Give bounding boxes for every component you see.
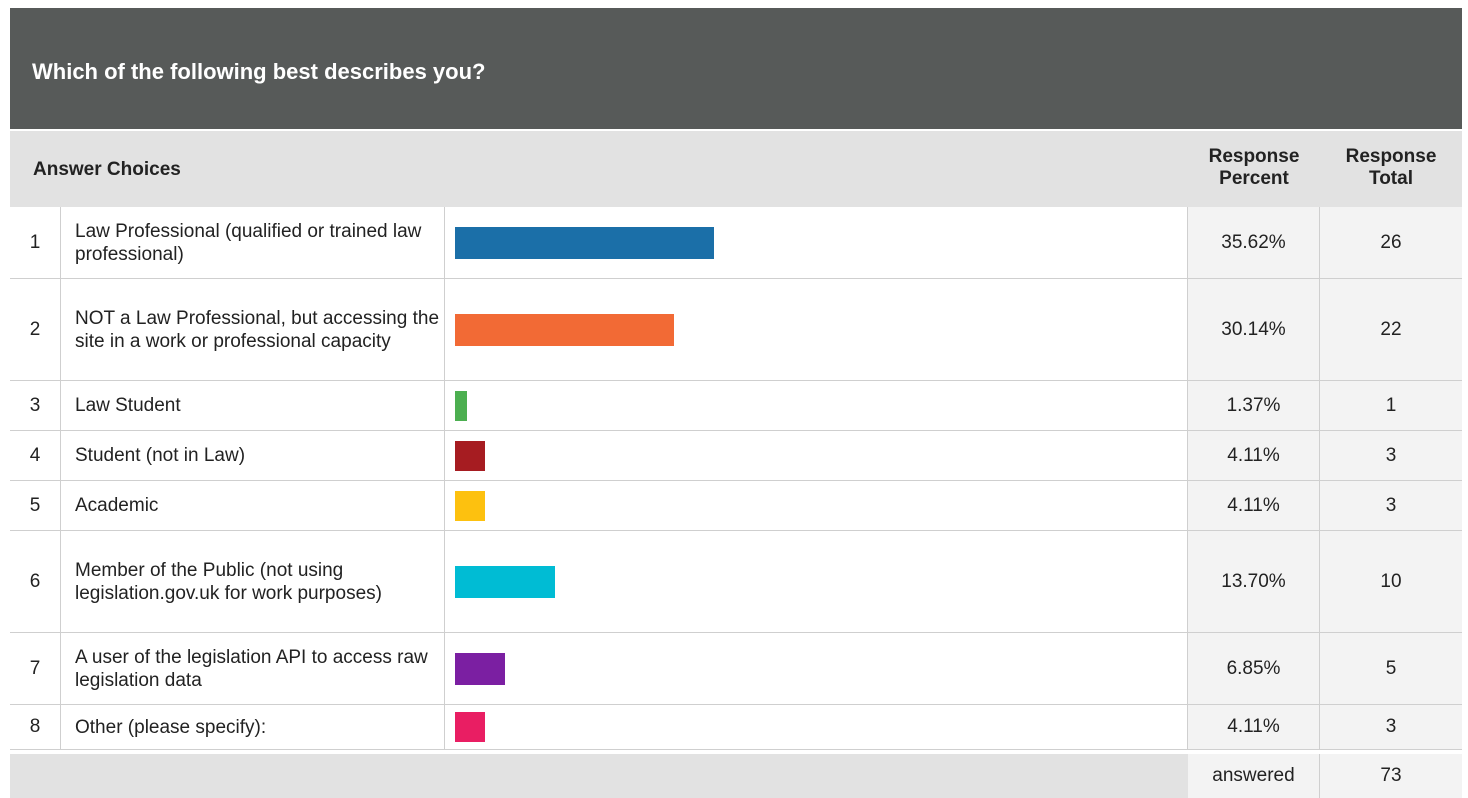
- answer-label-text: A user of the legislation API to access …: [75, 646, 428, 691]
- answer-label: Student (not in Law): [61, 431, 445, 480]
- response-bar: [455, 490, 485, 521]
- survey-results-table: Which of the following best describes yo…: [10, 8, 1462, 798]
- answer-label: Law Student: [61, 381, 445, 430]
- response-percent: 4.11%: [1188, 481, 1320, 530]
- answer-row: 4 Student (not in Law) 4.11% 3: [10, 431, 1462, 481]
- answer-label: NOT a Law Professional, but accessing th…: [61, 279, 445, 380]
- answer-label-text: Member of the Public (not using legislat…: [75, 559, 382, 604]
- response-percent: 4.11%: [1188, 705, 1320, 749]
- response-total: 26: [1320, 207, 1462, 278]
- answer-row: 1 Law Professional (qualified or trained …: [10, 207, 1462, 279]
- answer-label-text: Other (please specify):: [75, 716, 267, 738]
- bar-cell: [445, 531, 1188, 632]
- bar-cell: [445, 279, 1188, 380]
- response-bar: [455, 313, 675, 346]
- response-bar: [455, 226, 714, 259]
- answered-footer-row: answered 73: [10, 754, 1462, 798]
- response-percent-header-line2: Percent: [1219, 168, 1289, 189]
- bar-cell: [445, 481, 1188, 530]
- answer-label-text: Law Student: [75, 395, 181, 416]
- response-percent: 6.85%: [1188, 633, 1320, 704]
- row-number: 7: [10, 633, 61, 704]
- row-number: 2: [10, 279, 61, 380]
- response-total: 3: [1320, 431, 1462, 480]
- answer-row: 6 Member of the Public (not using legisla…: [10, 531, 1462, 633]
- row-number: 1: [10, 207, 61, 278]
- answer-row: 5 Academic 4.11% 3: [10, 481, 1462, 531]
- response-percent-header-line1: Response: [1208, 146, 1300, 167]
- answer-row: 3 Law Student 1.37% 1: [10, 381, 1462, 431]
- response-total: 5: [1320, 633, 1462, 704]
- answer-label: A user of the legislation API to access …: [61, 633, 445, 704]
- response-bar: [455, 565, 555, 598]
- answer-label: Other (please specify):: [61, 705, 445, 749]
- response-percent-header: Response Percent: [1188, 146, 1320, 190]
- response-percent: 1.37%: [1188, 381, 1320, 430]
- row-number: 5: [10, 481, 61, 530]
- answer-label-text: NOT a Law Professional, but accessing th…: [75, 307, 440, 352]
- bar-cell: [445, 431, 1188, 480]
- response-bar: [455, 652, 505, 685]
- answer-row: 8 Other (please specify): 4.11% 3: [10, 705, 1462, 750]
- response-percent: 35.62%: [1188, 207, 1320, 278]
- column-header-row: Answer Choices Response Percent Response…: [10, 131, 1462, 207]
- response-bar: [455, 440, 485, 471]
- row-number: 3: [10, 381, 61, 430]
- response-total: 22: [1320, 279, 1462, 380]
- answer-label: Member of the Public (not using legislat…: [61, 531, 445, 632]
- row-number: 4: [10, 431, 61, 480]
- question-header: Which of the following best describes yo…: [10, 8, 1462, 129]
- answer-label: Law Professional (qualified or trained l…: [61, 207, 445, 278]
- answered-count: 73: [1320, 754, 1462, 798]
- response-total-header: Response Total: [1320, 146, 1462, 190]
- response-total: 3: [1320, 705, 1462, 749]
- response-total: 10: [1320, 531, 1462, 632]
- answer-label-text: Law Professional (qualified or trained l…: [75, 220, 422, 265]
- response-total: 1: [1320, 381, 1462, 430]
- response-bar: [455, 390, 467, 421]
- row-number: 6: [10, 531, 61, 632]
- response-total: 3: [1320, 481, 1462, 530]
- response-total-header-line2: Total: [1369, 168, 1413, 189]
- response-percent: 30.14%: [1188, 279, 1320, 380]
- question-title: Which of the following best describes yo…: [32, 59, 486, 84]
- answer-label-text: Academic: [75, 495, 159, 516]
- answer-row: 2 NOT a Law Professional, but accessing t…: [10, 279, 1462, 381]
- row-number: 8: [10, 705, 61, 749]
- answer-label-text: Student (not in Law): [75, 445, 246, 466]
- bar-cell: [445, 705, 1188, 749]
- response-percent: 13.70%: [1188, 531, 1320, 632]
- answer-label: Academic: [61, 481, 445, 530]
- bar-cell: [445, 207, 1188, 278]
- answered-label: answered: [1188, 754, 1320, 798]
- bar-cell: [445, 381, 1188, 430]
- response-total-header-line1: Response: [1345, 146, 1437, 167]
- answer-row: 7 A user of the legislation API to access…: [10, 633, 1462, 705]
- answer-choices-header: Answer Choices: [33, 159, 181, 180]
- response-bar: [455, 712, 485, 742]
- response-percent: 4.11%: [1188, 431, 1320, 480]
- bar-cell: [445, 633, 1188, 704]
